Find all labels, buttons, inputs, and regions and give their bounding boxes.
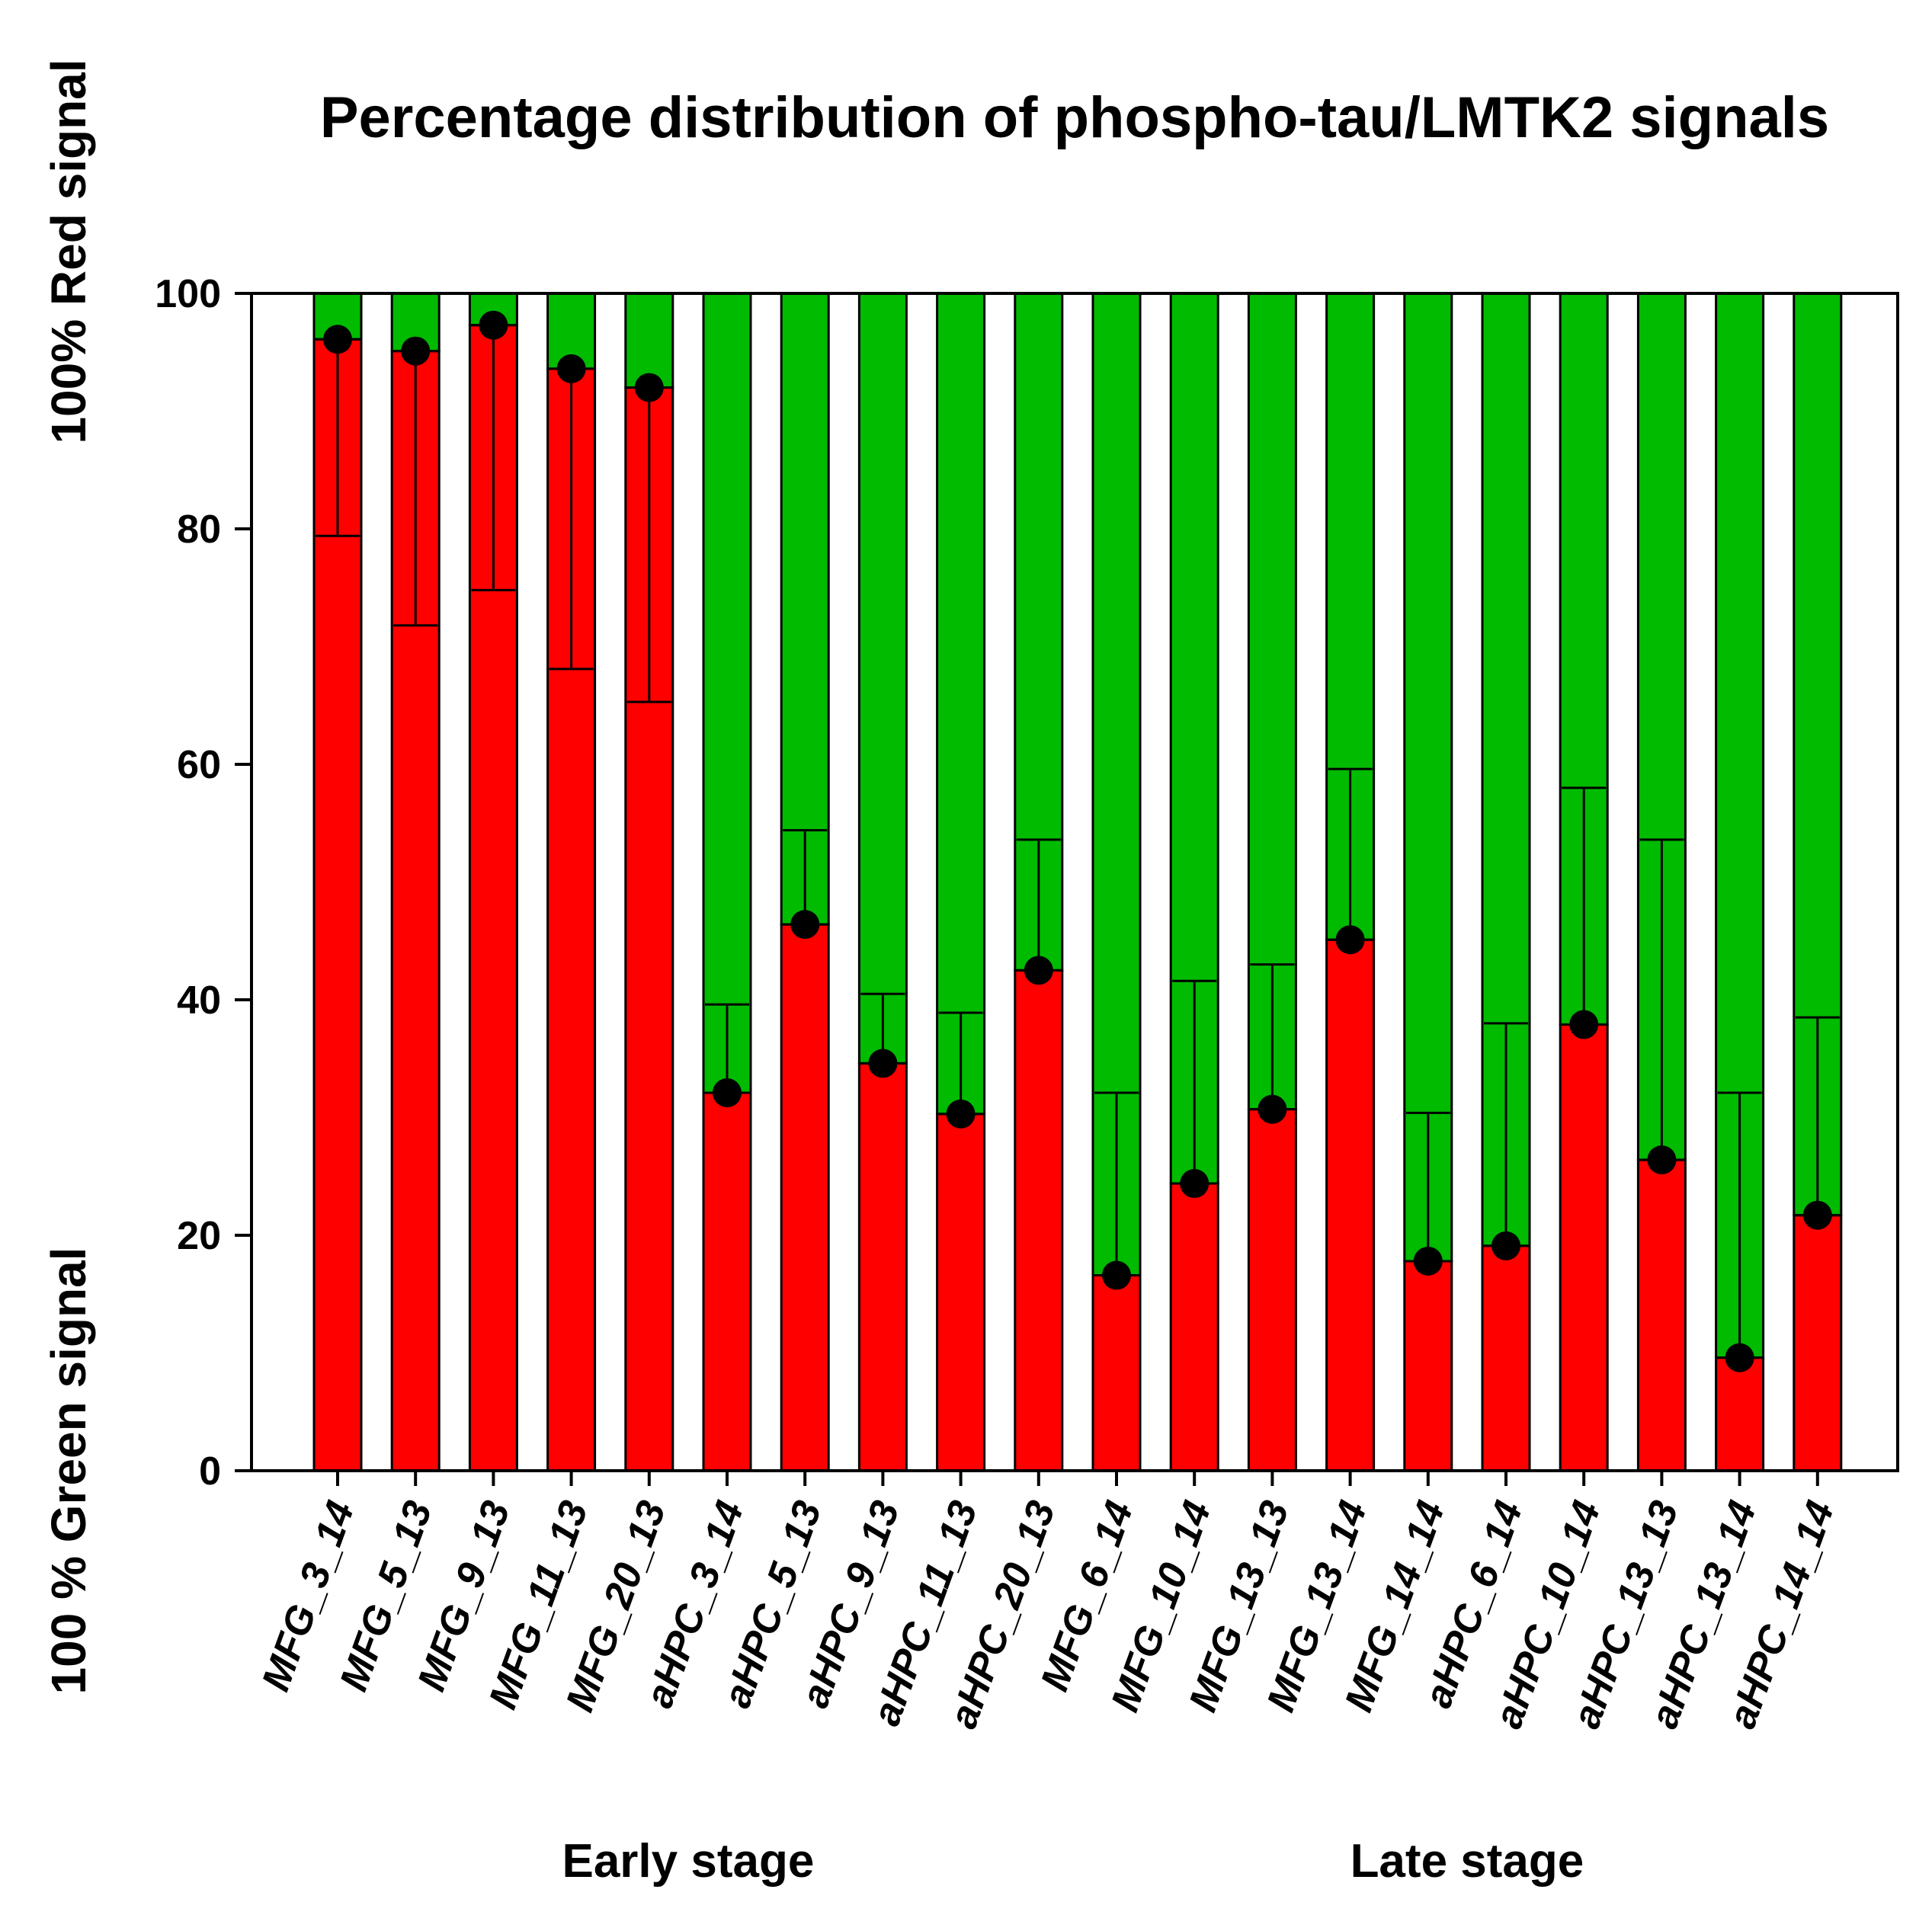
bar-red-aHPC_9_13 [857,1062,908,1472]
y-tick-label-40: 40 [177,978,221,1023]
data-point-MFG_14_14 [1413,1246,1443,1276]
bar-red-aHPC_6_14 [1481,1244,1531,1472]
data-point-MFG_3_14 [323,325,352,354]
group-label-late-stage: Late stage [1350,1835,1584,1888]
data-point-MFG_9_13 [479,310,508,340]
bar-red-aHPC_14_14 [1793,1214,1843,1472]
y-tick-label-80: 80 [177,508,221,552]
y-axis-label-red: 100% Red signal [41,59,96,444]
bar-red-MFG_6_14 [1091,1274,1142,1472]
data-point-aHPC_9_13 [868,1049,898,1078]
data-point-aHPC_5_13 [790,910,820,940]
bar-green-aHPC_3_14 [702,292,752,1094]
bar-green-aHPC_9_13 [857,292,908,1065]
bar-red-MFG_13_13 [1247,1108,1297,1472]
data-point-aHPC_10_14 [1569,1010,1599,1039]
data-point-MFG_11_13 [556,354,586,383]
bar-red-aHPC_11_13 [936,1113,986,1472]
bar-green-aHPC_11_13 [936,292,986,1116]
y-tick-label-20: 20 [177,1214,221,1258]
bar-red-MFG_14_14 [1403,1260,1453,1472]
data-point-MFG_13_13 [1258,1094,1287,1124]
bar-red-aHPC_5_13 [780,923,830,1472]
data-point-aHPC_3_14 [713,1078,742,1108]
y-axis-label-green: 100 % Green signal [41,1247,96,1695]
plot-frame [250,292,1899,1472]
data-point-aHPC_20_13 [1024,956,1053,985]
bar-red-aHPC_13_13 [1636,1158,1687,1472]
data-point-aHPC_14_14 [1802,1200,1832,1230]
bar-green-aHPC_5_13 [780,292,830,926]
data-point-MFG_6_14 [1102,1260,1131,1290]
bar-red-aHPC_20_13 [1014,969,1064,1472]
data-point-aHPC_13_13 [1647,1145,1677,1175]
data-point-MFG_5_13 [401,336,431,366]
bar-red-aHPC_3_14 [702,1091,752,1472]
chart-title: Percentage distribution of phospho-tau/L… [320,85,1829,150]
bar-red-aHPC_10_14 [1559,1023,1609,1472]
bar-red-MFG_10_14 [1169,1182,1219,1472]
bar-green-MFG_14_14 [1403,292,1453,1263]
data-point-aHPC_11_13 [946,1099,976,1129]
y-tick-label-0: 0 [199,1449,221,1494]
group-label-early-stage: Early stage [562,1835,814,1888]
bar-red-MFG_13_14 [1325,938,1376,1472]
data-point-MFG_10_14 [1180,1169,1210,1199]
bar-red-aHPC_13_14 [1715,1356,1765,1472]
y-tick-label-60: 60 [177,743,221,787]
data-point-aHPC_13_14 [1725,1343,1754,1372]
data-point-MFG_20_13 [634,373,664,402]
plot-area: 020406080100MFG_3_14MFG_5_13MFG_9_13MFG_… [155,272,1899,1888]
data-point-aHPC_6_14 [1491,1231,1520,1260]
data-point-MFG_13_14 [1335,925,1365,955]
bar-red-MFG_5_13 [390,350,441,1472]
y-tick-label-100: 100 [155,272,221,316]
